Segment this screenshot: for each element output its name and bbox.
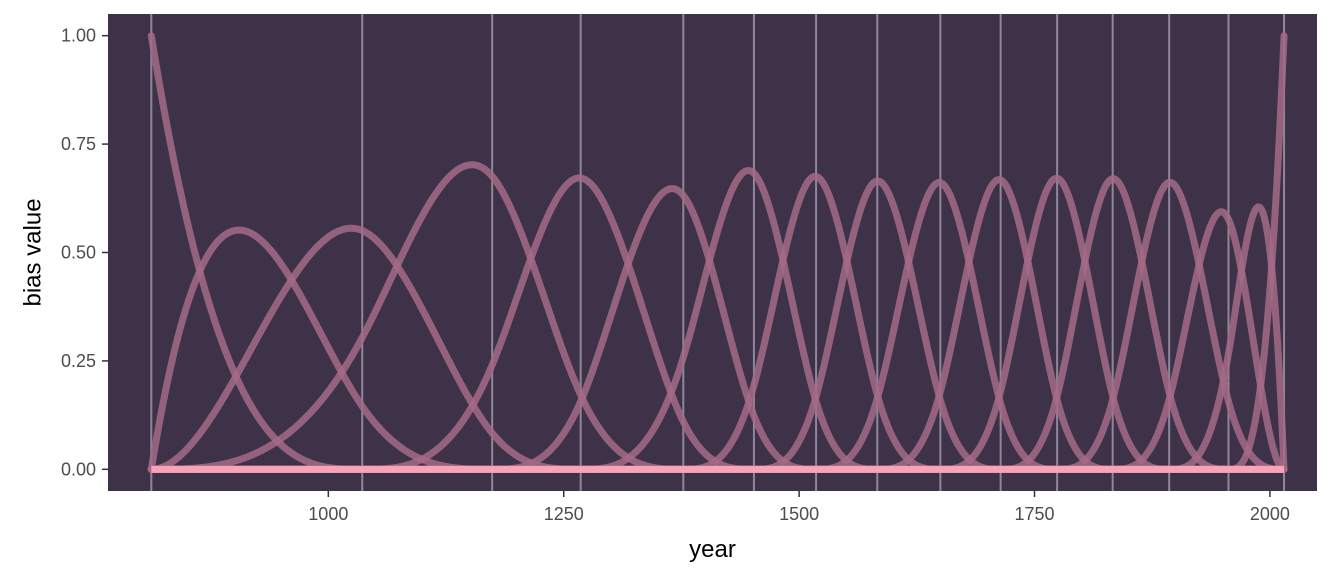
y-axis-title: bias value [19, 198, 46, 306]
y-tick-label: 1.00 [61, 26, 96, 46]
y-tick-label: 0.50 [61, 243, 96, 263]
x-tick-label: 1000 [308, 504, 348, 524]
x-tick-label: 1250 [544, 504, 584, 524]
y-tick-label: 0.00 [61, 459, 96, 479]
x-axis-title: year [689, 536, 736, 563]
x-tick-label: 1750 [1014, 504, 1054, 524]
y-tick-label: 0.25 [61, 351, 96, 371]
y-tick-label: 0.75 [61, 134, 96, 154]
x-tick-label: 2000 [1250, 504, 1290, 524]
x-tick-label: 1500 [779, 504, 819, 524]
axes: 1000 1250 1500 1750 2000 0.00 0.25 0.50 0.75 1.00 [61, 26, 1290, 524]
